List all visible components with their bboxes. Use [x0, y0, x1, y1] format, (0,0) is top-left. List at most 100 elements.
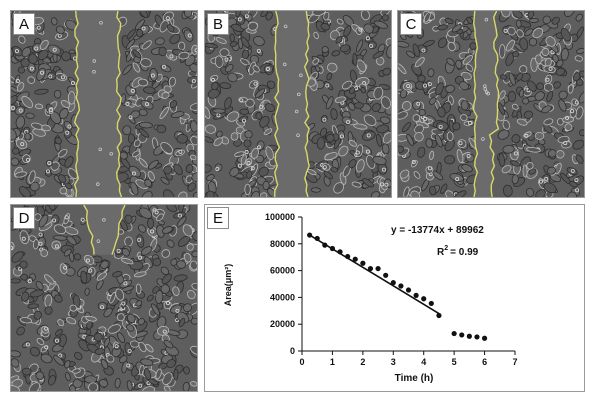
cell — [353, 102, 364, 109]
cell — [509, 160, 521, 167]
data-point — [383, 272, 389, 278]
cell — [525, 187, 535, 197]
rounded-cell — [44, 326, 49, 331]
cell — [132, 62, 141, 73]
rounded-cell — [20, 142, 25, 147]
rounded-cell — [503, 28, 508, 33]
cell — [229, 33, 235, 43]
data-point — [307, 232, 313, 238]
rounded-cell — [242, 118, 247, 123]
cell — [323, 11, 330, 21]
cell — [149, 68, 158, 82]
rounded-cell — [438, 124, 443, 129]
cell — [224, 97, 232, 110]
rounded-cell — [224, 57, 229, 62]
rounded-cell — [513, 151, 518, 156]
data-point — [329, 245, 336, 252]
cell — [172, 286, 180, 296]
cell — [66, 235, 77, 246]
rounded-cell — [138, 383, 143, 388]
cell — [399, 169, 410, 179]
cell — [541, 47, 550, 56]
data-point — [390, 280, 396, 286]
rounded-cell — [130, 88, 135, 93]
cell — [349, 87, 356, 94]
cell — [137, 78, 149, 87]
rounded-cell — [178, 149, 183, 154]
cell — [398, 63, 407, 75]
rounded-cell — [354, 85, 359, 90]
cell — [465, 63, 474, 72]
cell — [11, 251, 24, 263]
debris — [296, 133, 300, 137]
cell — [122, 273, 131, 281]
cell — [133, 381, 145, 390]
cell — [53, 355, 65, 366]
cell — [74, 351, 83, 361]
cell — [553, 81, 562, 89]
cell — [205, 164, 212, 173]
cell — [330, 166, 339, 173]
cell — [512, 51, 520, 58]
chart-ticks: 0 1 2 3 4 5 6 7 0 20000 40000 60000 80000 100000 — [265, 212, 518, 367]
rounded-cell — [52, 218, 57, 223]
cell — [182, 381, 190, 391]
cell — [498, 44, 506, 59]
panel-b-micrograph: B — [204, 10, 392, 198]
cell — [516, 72, 524, 81]
data-point — [474, 334, 480, 340]
wound-edge-right — [303, 11, 310, 197]
cell — [163, 385, 171, 391]
cell — [135, 300, 143, 307]
cell — [452, 122, 461, 131]
cell — [170, 111, 185, 119]
rounded-cell — [570, 109, 575, 114]
cell — [412, 43, 420, 58]
cell — [147, 226, 159, 237]
cell — [575, 13, 584, 22]
cell — [560, 28, 571, 42]
cell — [15, 138, 28, 150]
y-axis-label: Area(μm²) — [223, 264, 233, 307]
cell — [235, 11, 241, 18]
cell-monolayer-image — [11, 205, 197, 391]
cell — [560, 47, 569, 61]
cell — [69, 304, 77, 312]
cell — [326, 72, 333, 81]
cell — [258, 166, 269, 177]
cell — [98, 379, 109, 388]
rounded-cell — [563, 141, 568, 146]
cell — [523, 110, 533, 119]
cell — [11, 95, 18, 106]
debris — [297, 92, 301, 97]
cell — [226, 111, 240, 122]
cell — [183, 29, 194, 42]
cell — [161, 226, 173, 234]
cell — [417, 146, 426, 158]
cell — [61, 51, 71, 62]
cell — [355, 27, 362, 35]
cell — [402, 122, 411, 133]
rounded-cell — [384, 182, 389, 187]
cell — [566, 167, 578, 176]
rounded-cell — [365, 149, 370, 154]
cell — [250, 147, 259, 159]
cell — [11, 385, 20, 391]
rounded-cell — [253, 81, 258, 86]
rounded-cell — [45, 169, 50, 174]
cell — [133, 139, 141, 147]
debris — [283, 24, 288, 29]
cell — [100, 358, 109, 370]
cell — [335, 36, 343, 44]
cell — [372, 50, 384, 59]
data-point — [337, 249, 343, 255]
rounded-cell — [250, 166, 255, 171]
cell — [247, 21, 258, 31]
cell — [543, 65, 556, 74]
cell — [192, 231, 197, 241]
cell — [138, 128, 149, 138]
y-tick-label: 0 — [290, 346, 295, 356]
cell — [465, 153, 475, 163]
rounded-cell — [137, 237, 142, 242]
regression-equation: y = -13774x + 89962 — [391, 225, 484, 236]
